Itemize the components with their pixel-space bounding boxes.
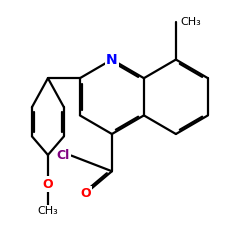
Text: O: O: [80, 187, 91, 200]
Text: O: O: [42, 178, 53, 190]
Text: CH₃: CH₃: [38, 206, 58, 216]
Text: Cl: Cl: [56, 149, 70, 162]
Text: N: N: [106, 52, 118, 66]
Text: CH₃: CH₃: [180, 17, 201, 27]
